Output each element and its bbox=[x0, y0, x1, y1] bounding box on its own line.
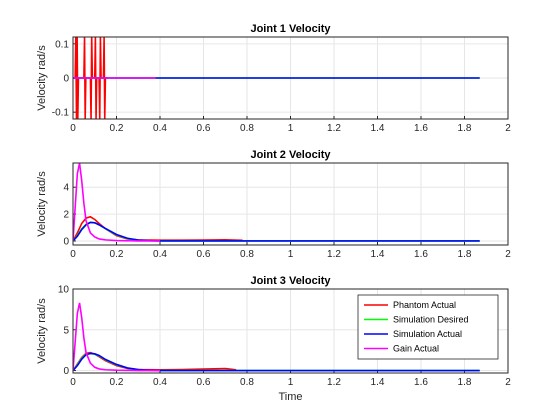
series-line-gain-actual bbox=[73, 302, 160, 372]
y-axis-label: Velocity rad/s bbox=[36, 171, 48, 237]
axes-frame bbox=[72, 288, 509, 374]
x-tick-label: 0 bbox=[70, 377, 76, 388]
x-tick-label: 2 bbox=[505, 123, 511, 134]
x-tick-label: 1.6 bbox=[414, 123, 428, 134]
x-tick-label: 1.4 bbox=[371, 377, 385, 388]
x-tick-label: 0.2 bbox=[110, 123, 124, 134]
subplot-1: 0 0.2 0.4 0.6 0.8 1 1.2 1.4 1.6 1.8 2-0.100.1Joint… bbox=[36, 23, 511, 134]
x-tick-label: 0 bbox=[70, 249, 76, 260]
x-tick-label: 2 bbox=[505, 377, 511, 388]
legend-label: Phantom Actual bbox=[393, 300, 456, 310]
x-axis-label: Time bbox=[278, 391, 302, 403]
x-tick-label: 1.6 bbox=[414, 377, 428, 388]
x-tick-label: 0.6 bbox=[197, 377, 211, 388]
x-tick-label: 0.4 bbox=[153, 249, 167, 260]
y-tick-label: 4 bbox=[63, 183, 69, 194]
chart-title: Joint 3 Velocity bbox=[250, 275, 331, 287]
legend-label: Gain Actual bbox=[393, 344, 439, 354]
x-tick-label: 0.4 bbox=[153, 123, 167, 134]
y-tick-label: 5 bbox=[63, 325, 69, 336]
x-tick-label: 1.4 bbox=[371, 249, 385, 260]
x-tick-label: 1.2 bbox=[327, 123, 341, 134]
x-tick-label: 1.8 bbox=[458, 377, 472, 388]
y-axis-label: Velocity rad/s bbox=[36, 298, 48, 364]
legend: Phantom Actual Simulation Desired Simulati… bbox=[357, 294, 499, 360]
legend-label: Simulation Actual bbox=[393, 329, 462, 339]
x-tick-label: 0.4 bbox=[153, 377, 167, 388]
y-tick-label: -0.1 bbox=[52, 108, 70, 119]
x-tick-label: 0.2 bbox=[110, 377, 124, 388]
axes-frame bbox=[72, 36, 509, 120]
series-line-gain-actual bbox=[73, 163, 160, 242]
x-tick-label: 0.8 bbox=[240, 123, 254, 134]
subplot-2: 0 0.2 0.4 0.6 0.8 1 1.2 1.4 1.6 1.8 2 0 2 4 Joint 2 Ve… bbox=[36, 149, 511, 260]
x-tick-label: 0.8 bbox=[240, 249, 254, 260]
chart-title: Joint 1 Velocity bbox=[250, 23, 331, 35]
y-tick-label: 0 bbox=[63, 236, 69, 247]
y-tick-label: 0.1 bbox=[55, 39, 69, 50]
x-tick-label: 2 bbox=[505, 249, 511, 260]
x-tick-label: 1.6 bbox=[414, 249, 428, 260]
y-tick-label: 2 bbox=[63, 210, 69, 221]
x-tick-label: 0.6 bbox=[197, 123, 211, 134]
x-tick-label: 0.6 bbox=[197, 249, 211, 260]
axes-frame bbox=[72, 162, 509, 246]
x-tick-label: 1.8 bbox=[458, 123, 472, 134]
x-tick-label: 1.8 bbox=[458, 249, 472, 260]
y-tick-label: 0 bbox=[63, 74, 69, 85]
y-tick-label: 10 bbox=[58, 285, 70, 296]
legend-label: Simulation Desired bbox=[393, 315, 469, 325]
x-tick-label: 0 bbox=[70, 123, 76, 134]
x-tick-label: 1 bbox=[288, 249, 294, 260]
x-tick-label: 0.2 bbox=[110, 249, 124, 260]
subplot-3: 0 0.2 0.4 0.6 0.8 1 1.2 1.4 1.6 1.8 2 0 5 10 Joint 3 V… bbox=[36, 275, 511, 403]
x-tick-label: 0.8 bbox=[240, 377, 254, 388]
x-tick-label: 1 bbox=[288, 377, 294, 388]
x-tick-label: 1.2 bbox=[327, 249, 341, 260]
x-tick-label: 1.4 bbox=[371, 123, 385, 134]
x-tick-label: 1.2 bbox=[327, 377, 341, 388]
y-tick-label: 0 bbox=[63, 366, 69, 377]
y-axis-label: Velocity rad/s bbox=[36, 45, 48, 111]
x-tick-label: 1 bbox=[288, 123, 294, 134]
chart-title: Joint 2 Velocity bbox=[250, 149, 331, 161]
